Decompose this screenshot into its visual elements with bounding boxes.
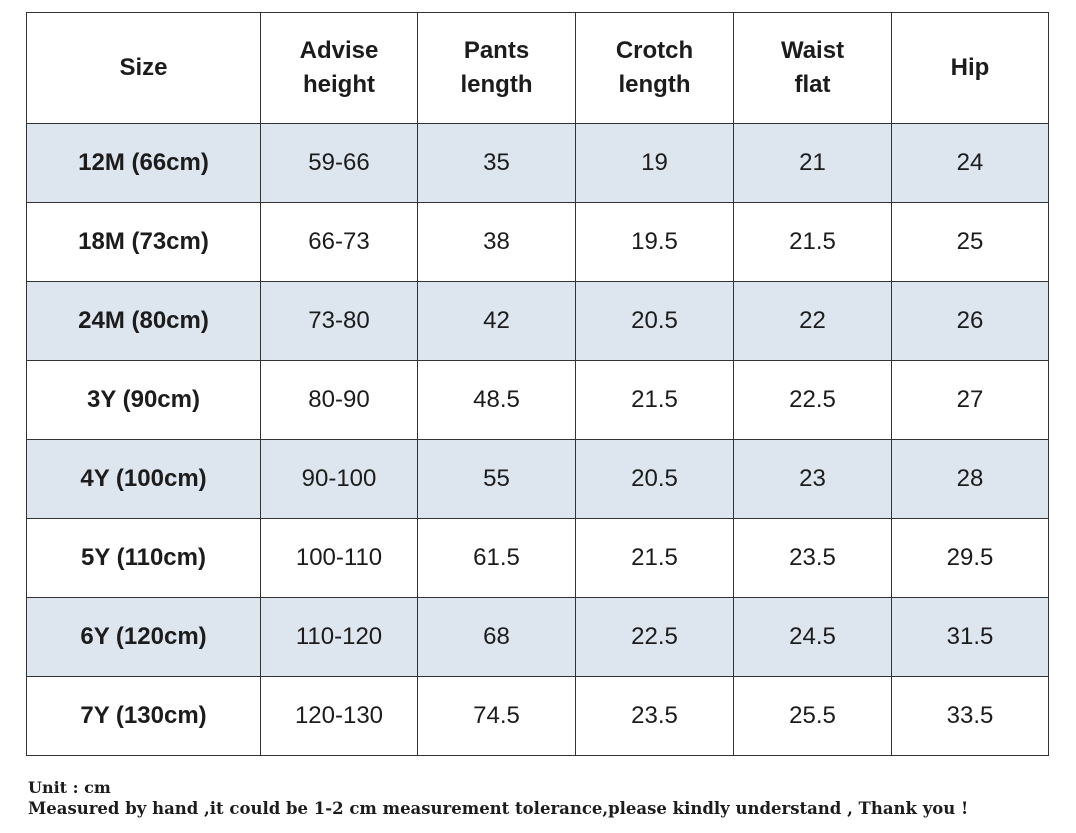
table-row: 24M (80cm) 73-80 42 20.5 22 26 <box>26 281 1049 361</box>
waist-flat-cell: 21.5 <box>733 202 892 282</box>
hip-cell: 33.5 <box>891 676 1049 756</box>
crotch-length-cell: 19 <box>575 123 734 203</box>
waist-flat-cell: 22.5 <box>733 360 892 440</box>
size-cell: 5Y (110cm) <box>26 518 261 598</box>
size-cell: 24M (80cm) <box>26 281 261 361</box>
pants-length-cell: 68 <box>417 597 576 677</box>
pants-length-cell: 35 <box>417 123 576 203</box>
header-advise-height: Advise height <box>260 12 418 124</box>
size-cell: 3Y (90cm) <box>26 360 261 440</box>
table-row: 18M (73cm) 66-73 38 19.5 21.5 25 <box>26 202 1049 282</box>
hip-cell: 28 <box>891 439 1049 519</box>
waist-flat-cell: 23 <box>733 439 892 519</box>
header-hip: Hip <box>891 12 1049 124</box>
pants-length-cell: 38 <box>417 202 576 282</box>
pants-length-cell: 48.5 <box>417 360 576 440</box>
header-text: flat <box>794 71 831 98</box>
advise-height-cell: 73-80 <box>260 281 418 361</box>
header-text: Size <box>119 54 168 81</box>
table-row: 4Y (100cm) 90-100 55 20.5 23 28 <box>26 439 1049 519</box>
header-row: Size Advise height Pants length Crotch l… <box>26 12 1049 124</box>
size-cell: 18M (73cm) <box>26 202 261 282</box>
size-cell: 12M (66cm) <box>26 123 261 203</box>
pants-length-cell: 61.5 <box>417 518 576 598</box>
header-waist-flat: Waist flat <box>733 12 892 124</box>
table-row: 7Y (130cm) 120-130 74.5 23.5 25.5 33.5 <box>26 676 1049 756</box>
waist-flat-cell: 24.5 <box>733 597 892 677</box>
advise-height-cell: 66-73 <box>260 202 418 282</box>
pants-length-cell: 42 <box>417 281 576 361</box>
advise-height-cell: 100-110 <box>260 518 418 598</box>
hip-cell: 27 <box>891 360 1049 440</box>
header-text: Crotch <box>615 37 694 64</box>
hip-cell: 25 <box>891 202 1049 282</box>
size-chart-table: Size Advise height Pants length Crotch l… <box>26 12 1049 756</box>
header-crotch-length: Crotch length <box>575 12 734 124</box>
header-text: Waist <box>780 37 845 64</box>
crotch-length-cell: 19.5 <box>575 202 734 282</box>
header-text: Hip <box>950 54 990 81</box>
size-cell: 6Y (120cm) <box>26 597 261 677</box>
table-row: 3Y (90cm) 80-90 48.5 21.5 22.5 27 <box>26 360 1049 440</box>
crotch-length-cell: 21.5 <box>575 518 734 598</box>
header-text: Advise <box>299 37 379 64</box>
hip-cell: 26 <box>891 281 1049 361</box>
crotch-length-cell: 21.5 <box>575 360 734 440</box>
header-text: length <box>618 71 691 98</box>
header-text: height <box>303 71 375 98</box>
header-size: Size <box>26 12 261 124</box>
waist-flat-cell: 22 <box>733 281 892 361</box>
footnote: Unit : cm Measured by hand ,it could be … <box>28 778 968 820</box>
waist-flat-cell: 25.5 <box>733 676 892 756</box>
advise-height-cell: 80-90 <box>260 360 418 440</box>
waist-flat-cell: 23.5 <box>733 518 892 598</box>
tolerance-note: Measured by hand ,it could be 1-2 cm mea… <box>28 799 969 818</box>
table-row: 6Y (120cm) 110-120 68 22.5 24.5 31.5 <box>26 597 1049 677</box>
hip-cell: 29.5 <box>891 518 1049 598</box>
crotch-length-cell: 20.5 <box>575 439 734 519</box>
hip-cell: 31.5 <box>891 597 1049 677</box>
table-row: 5Y (110cm) 100-110 61.5 21.5 23.5 29.5 <box>26 518 1049 598</box>
header-pants-length: Pants length <box>417 12 576 124</box>
pants-length-cell: 74.5 <box>417 676 576 756</box>
size-cell: 4Y (100cm) <box>26 439 261 519</box>
advise-height-cell: 90-100 <box>260 439 418 519</box>
crotch-length-cell: 20.5 <box>575 281 734 361</box>
unit-note: Unit : cm <box>28 778 111 797</box>
pants-length-cell: 55 <box>417 439 576 519</box>
crotch-length-cell: 23.5 <box>575 676 734 756</box>
size-cell: 7Y (130cm) <box>26 676 261 756</box>
advise-height-cell: 120-130 <box>260 676 418 756</box>
header-text: Pants <box>463 37 530 64</box>
waist-flat-cell: 21 <box>733 123 892 203</box>
advise-height-cell: 110-120 <box>260 597 418 677</box>
crotch-length-cell: 22.5 <box>575 597 734 677</box>
advise-height-cell: 59-66 <box>260 123 418 203</box>
table-row: 12M (66cm) 59-66 35 19 21 24 <box>26 123 1049 203</box>
header-text: length <box>460 71 533 98</box>
hip-cell: 24 <box>891 123 1049 203</box>
